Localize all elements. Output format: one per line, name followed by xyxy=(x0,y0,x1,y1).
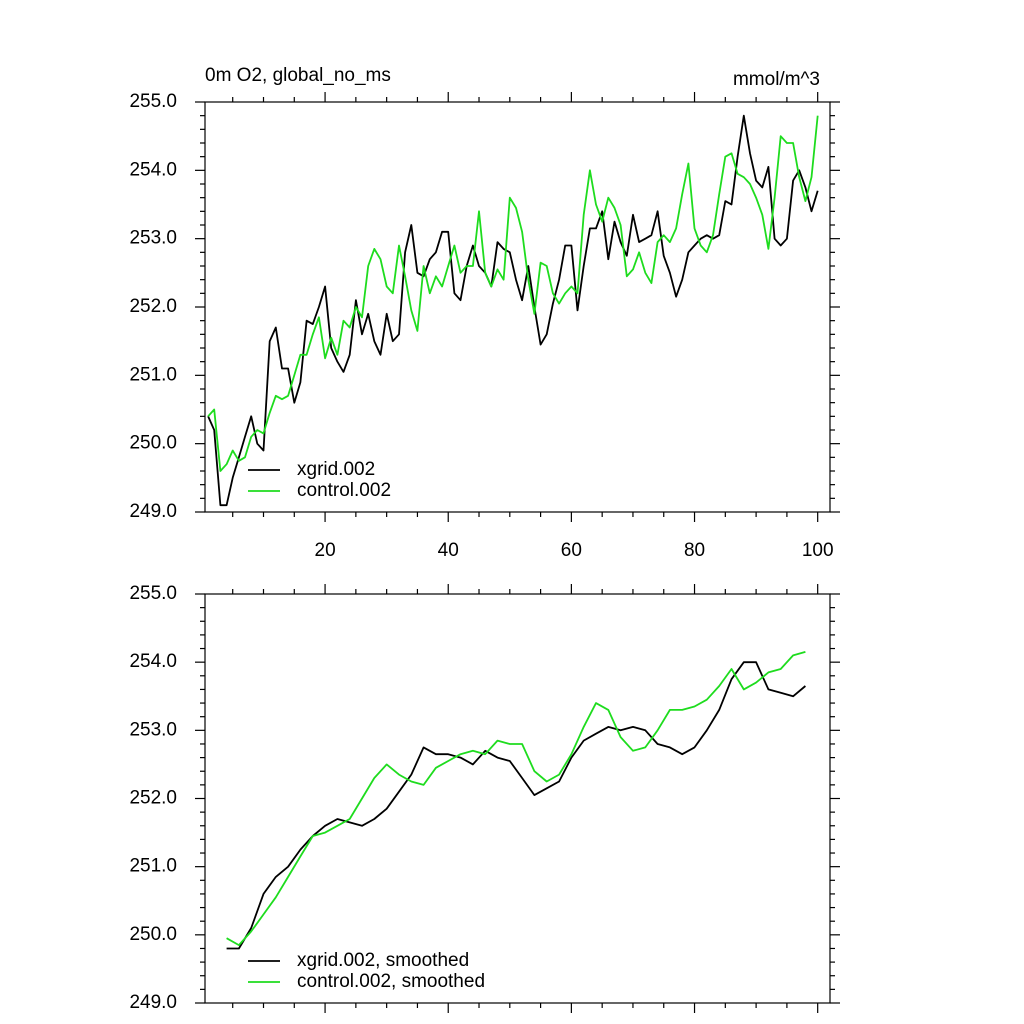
y-tick-label: 249.0 xyxy=(129,501,177,522)
x-tick-label: 40 xyxy=(438,540,459,561)
x-tick-label: 60 xyxy=(561,540,582,561)
plot-frame xyxy=(204,593,831,1004)
data-line xyxy=(207,114,819,507)
units-label: mmol/m^3 xyxy=(733,69,820,90)
legend-label: xgrid.002 xyxy=(297,459,375,480)
data-line xyxy=(226,661,806,950)
x-tick-label: 80 xyxy=(684,540,705,561)
y-tick-label: 254.0 xyxy=(129,159,177,180)
chart-title: 0m O2, global_no_ms xyxy=(205,65,391,86)
y-tick-label: 253.0 xyxy=(129,719,177,740)
data-line xyxy=(226,651,806,946)
y-tick-label: 255.0 xyxy=(129,583,177,604)
y-tick-label: 252.0 xyxy=(129,788,177,809)
legend-label: xgrid.002, smoothed xyxy=(297,950,469,971)
y-tick-label: 250.0 xyxy=(129,924,177,945)
y-tick-label: 251.0 xyxy=(129,364,177,385)
y-tick-label: 250.0 xyxy=(129,433,177,454)
y-tick-label: 255.0 xyxy=(129,91,177,112)
y-tick-label: 253.0 xyxy=(129,228,177,249)
legend-label: control.002, smoothed xyxy=(297,971,485,992)
x-tick-label: 20 xyxy=(315,540,336,561)
data-line xyxy=(207,115,819,472)
x-tick-label: 100 xyxy=(802,540,834,561)
y-tick-label: 252.0 xyxy=(129,296,177,317)
y-tick-label: 249.0 xyxy=(129,992,177,1013)
legend-label: control.002 xyxy=(297,480,391,501)
y-tick-label: 251.0 xyxy=(129,856,177,877)
y-tick-label: 254.0 xyxy=(129,651,177,672)
